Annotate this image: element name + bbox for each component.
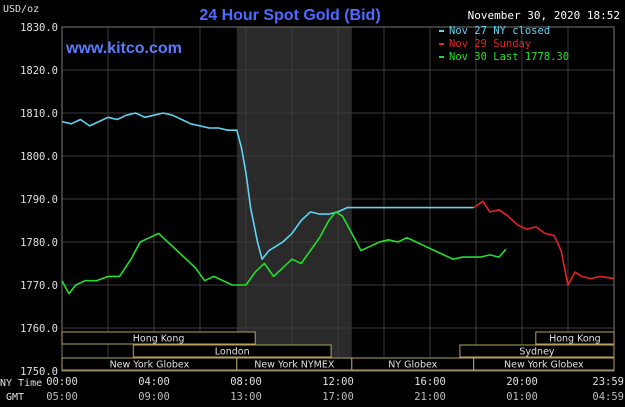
ny-time-row-label: NY Time bbox=[0, 378, 42, 389]
gmt-row-label: GMT bbox=[6, 392, 24, 403]
y-tick-label: 1760.0 bbox=[20, 323, 58, 335]
x-tick-label-ny: 08:00 bbox=[230, 376, 262, 388]
session-bar-layer: Hong Kong Hong Kong London Sydney New York G… bbox=[61, 331, 615, 371]
session-label: London bbox=[215, 347, 250, 358]
x-tick-label-gmt: 01:00 bbox=[506, 391, 538, 403]
x-tick-label-ny: 23:59 bbox=[592, 376, 624, 388]
date-stamp: November 30, 2020 18:52 bbox=[468, 9, 620, 22]
y-tick-label: 1810.0 bbox=[20, 108, 58, 120]
x-tick-label-gmt: 17:00 bbox=[322, 391, 354, 403]
y-tick-label: 1800.0 bbox=[20, 151, 58, 163]
session-label: New York Globex bbox=[110, 360, 190, 371]
series-line bbox=[61, 112, 474, 260]
chart-title: 24 Hour Spot Gold (Bid) bbox=[199, 7, 380, 24]
session-label: New York NYMEX bbox=[254, 360, 335, 371]
x-tick-label-gmt: 05:00 bbox=[46, 391, 78, 403]
y-tick-label: 1780.0 bbox=[20, 237, 58, 249]
x-tick-label-gmt: 21:00 bbox=[414, 391, 446, 403]
legend-swatch bbox=[439, 56, 444, 58]
session-bar bbox=[473, 357, 615, 371]
session-label: New York Globex bbox=[504, 360, 584, 371]
session-label: Hong Kong bbox=[549, 334, 601, 345]
y-unit-label: USD/oz bbox=[3, 4, 39, 15]
legend-label: Nov 27 NY closed bbox=[449, 25, 550, 37]
series-layer bbox=[61, 112, 614, 295]
series-line bbox=[61, 211, 507, 295]
legend-label: Nov 30 Last 1778.30 bbox=[449, 51, 569, 63]
legend-label: Nov 29 Sunday bbox=[449, 38, 531, 50]
grid-layer bbox=[61, 26, 615, 372]
x-tick-label-ny: 12:00 bbox=[322, 376, 354, 388]
y-tick-label: 1790.0 bbox=[20, 194, 58, 206]
plot-frame bbox=[61, 26, 615, 372]
legend-swatch bbox=[439, 30, 444, 32]
x-tick-label-ny: 20:00 bbox=[506, 376, 538, 388]
session-bar bbox=[459, 344, 615, 358]
y-tick-label: 1750.0 bbox=[20, 366, 58, 378]
x-tick-label-gmt: 04:59 bbox=[592, 391, 624, 403]
x-tick-label-ny: 04:00 bbox=[138, 376, 170, 388]
session-bar bbox=[132, 344, 332, 358]
session-label: Hong Kong bbox=[133, 334, 185, 345]
website-label: www.kitco.com bbox=[65, 40, 182, 57]
x-tick-label-ny: 00:00 bbox=[46, 376, 78, 388]
session-bar bbox=[61, 331, 256, 345]
series-line bbox=[473, 200, 614, 286]
session-label: NY Globex bbox=[388, 360, 437, 371]
x-tick-label-gmt: 13:00 bbox=[230, 391, 262, 403]
y-tick-label: 1820.0 bbox=[20, 65, 58, 77]
y-tick-label: 1830.0 bbox=[20, 22, 58, 34]
session-bar bbox=[535, 331, 615, 345]
x-tick-label-ny: 16:00 bbox=[414, 376, 446, 388]
x-tick-label-gmt: 09:00 bbox=[138, 391, 170, 403]
legend-swatch bbox=[439, 43, 444, 45]
y-tick-label: 1770.0 bbox=[20, 280, 58, 292]
session-label: Sydney bbox=[519, 347, 555, 358]
axis-layer: 1830.0 1820.0 1810.0 1800.0 1790.0 1780.0 1770… bbox=[20, 22, 624, 403]
